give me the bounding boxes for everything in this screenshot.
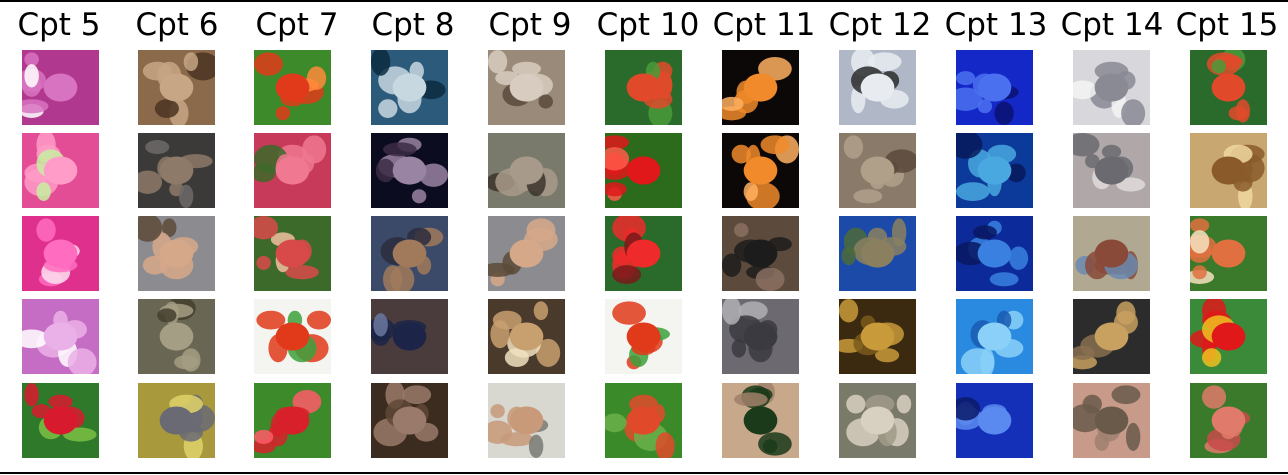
- thumbnail-crab: [371, 216, 448, 291]
- thumbnail-lizard-on-rock: [138, 133, 215, 208]
- thumbnail-lizard-on-rock: [138, 50, 215, 125]
- thumbnail-snake: [1073, 133, 1150, 208]
- thumbnail-oranges: [722, 133, 799, 208]
- top-border: [0, 0, 1288, 2]
- thumbnail-crocodile: [839, 299, 916, 374]
- thumbnail-hand-with-small-animal: [488, 216, 565, 291]
- thumbnail-snake-on-rock: [839, 50, 916, 125]
- column-header: Cpt 11: [712, 7, 816, 43]
- column-header: Cpt 13: [944, 7, 1048, 43]
- thumbnail-pink-orchid: [22, 299, 99, 374]
- thumbnail-egg: [488, 299, 565, 374]
- thumbnail-crocodile: [839, 383, 916, 458]
- thumbnail-peppers: [605, 299, 682, 374]
- thumbnail-red-flowers: [605, 50, 682, 125]
- thumbnail-mushroom: [1190, 216, 1267, 291]
- thumbnail-mountain: [839, 216, 916, 291]
- thumbnail-red-flowers: [1190, 50, 1267, 125]
- thumbnail-pink-orchid-flower: [22, 50, 99, 125]
- thumbnail-hand-with-small-animal: [138, 216, 215, 291]
- thumbnail-keyboard: [722, 299, 799, 374]
- thumbnail-leopard: [488, 50, 565, 125]
- column-header: Cpt 6: [135, 7, 219, 43]
- thumbnail-train: [1073, 216, 1150, 291]
- column-header: Cpt 8: [371, 7, 455, 43]
- column-header: Cpt 7: [255, 7, 339, 43]
- thumbnail-fish: [1073, 299, 1150, 374]
- column-header: Cpt 15: [1175, 7, 1279, 43]
- thumbnail-ray-underwater: [956, 50, 1033, 125]
- thumbnail-hedgehog: [488, 133, 565, 208]
- thumbnail-red-poppy: [605, 216, 682, 291]
- thumbnail-red-poppy: [605, 133, 682, 208]
- thumbnail-red-flowers: [605, 383, 682, 458]
- thumbnail-apples: [1190, 383, 1267, 458]
- thumbnail-red-rose: [22, 383, 99, 458]
- thumbnail-shrew: [138, 383, 215, 458]
- column-header: Cpt 10: [596, 7, 700, 43]
- thumbnail-peppers: [254, 299, 331, 374]
- thumbnail-snake: [371, 299, 448, 374]
- thumbnail-pink-tulips: [254, 133, 331, 208]
- thumbnail-mushrooms: [1190, 133, 1267, 208]
- column-header: Cpt 14: [1060, 7, 1164, 43]
- thumbnail-red-tulips: [254, 383, 331, 458]
- thumbnail-snake: [1073, 383, 1150, 458]
- thumbnail-rodent: [371, 383, 448, 458]
- thumbnail-spider: [371, 133, 448, 208]
- thumbnail-shark: [956, 133, 1033, 208]
- thumbnail-lizard: [138, 299, 215, 374]
- column-header: Cpt 12: [828, 7, 932, 43]
- thumbnail-hands-on-keyboard: [488, 383, 565, 458]
- thumbnail-whale: [956, 216, 1033, 291]
- thumbnail-pink-rose: [22, 133, 99, 208]
- thumbnail-shark: [956, 299, 1033, 374]
- thumbnail-pink-orchid: [22, 216, 99, 291]
- thumbnail-keyboard: [1073, 50, 1150, 125]
- thumbnail-red-flower: [1190, 299, 1267, 374]
- thumbnail-apples-on-tree: [254, 216, 331, 291]
- thumbnail-lizard: [839, 133, 916, 208]
- thumbnail-red-flowers: [254, 50, 331, 125]
- thumbnail-shark: [956, 383, 1033, 458]
- thumbnail-beetle: [722, 216, 799, 291]
- column-header: Cpt 5: [17, 7, 101, 43]
- thumbnail-oranges: [722, 50, 799, 125]
- thumbnail-dolphin: [371, 50, 448, 125]
- bottom-border: [0, 472, 1288, 474]
- thumbnail-beetle: [722, 383, 799, 458]
- column-header: Cpt 9: [488, 7, 572, 43]
